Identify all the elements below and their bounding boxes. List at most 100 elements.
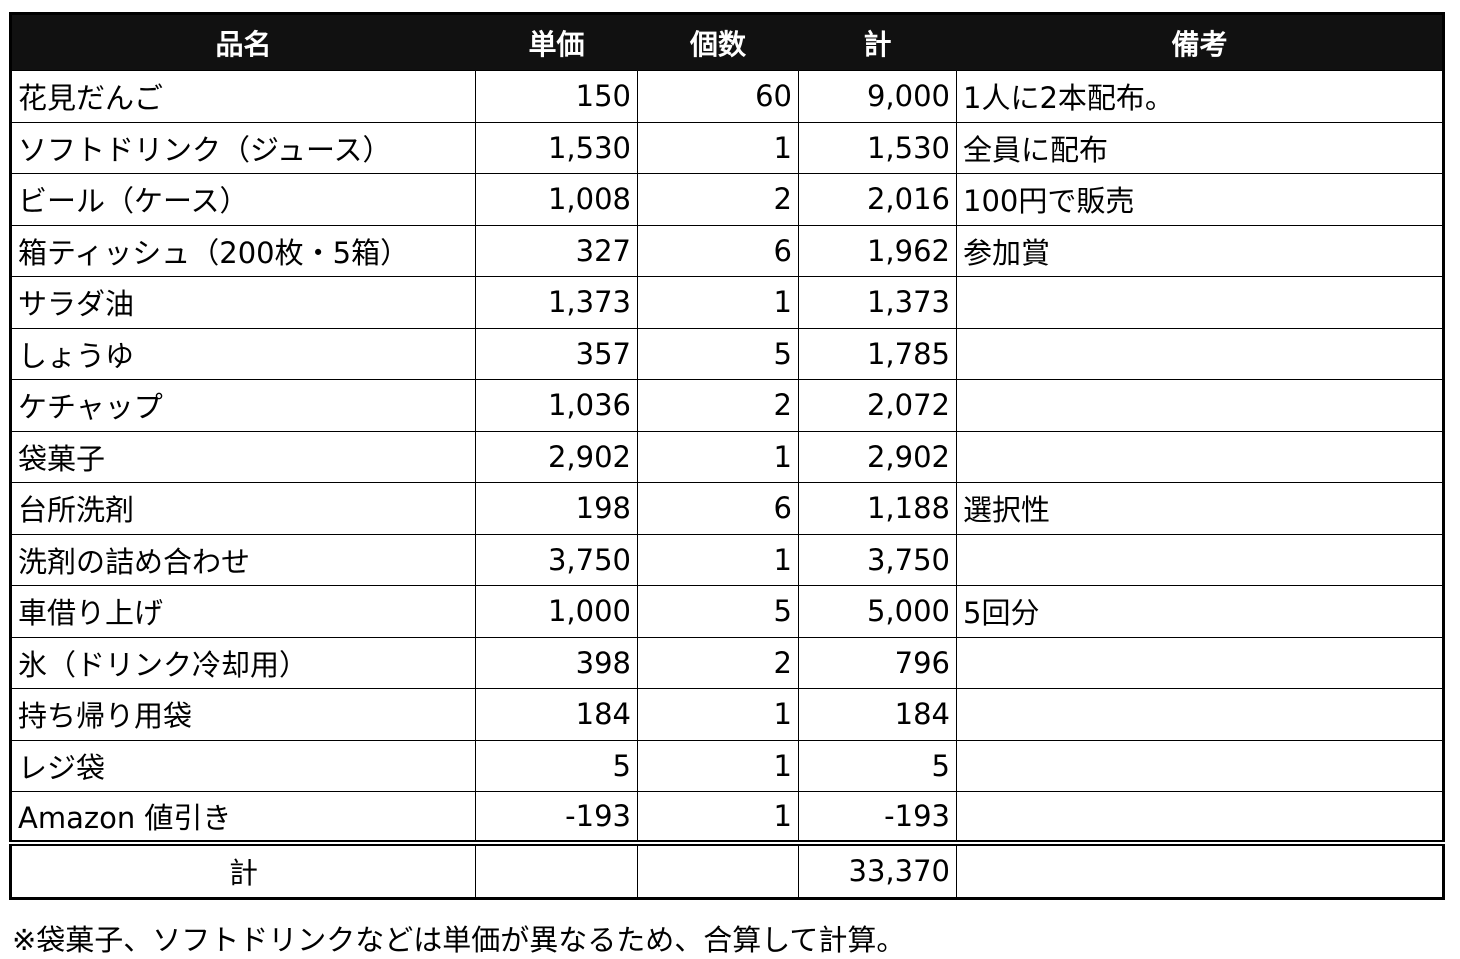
unit-price-cell[interactable]: 327 bbox=[475, 224, 638, 277]
table-row: 台所洗剤 198 6 1,188 選択性 bbox=[10, 482, 1444, 535]
item-name-cell[interactable]: 持ち帰り用袋 bbox=[10, 688, 476, 741]
line-total-cell[interactable]: 1,785 bbox=[798, 327, 957, 380]
table-row: 氷（ドリンク冷却用） 398 2 796 bbox=[10, 636, 1444, 689]
line-total-cell[interactable]: 1,373 bbox=[798, 276, 957, 329]
unit-price-cell[interactable]: 5 bbox=[475, 739, 638, 792]
table-body: 花見だんご 150 60 9,000 1人に2本配布。 ソフトドリンク（ジュース） 1,53… bbox=[10, 70, 1444, 844]
table-header: 品名 単価 個数 計 備考 bbox=[10, 13, 1444, 71]
item-name-cell[interactable]: サラダ油 bbox=[10, 276, 476, 329]
table-row: 持ち帰り用袋 184 1 184 bbox=[10, 688, 1444, 741]
unit-price-cell[interactable]: 2,902 bbox=[475, 430, 638, 483]
item-name-cell[interactable]: 袋菓子 bbox=[10, 430, 476, 483]
item-name-cell[interactable]: 箱ティッシュ（200枚・5箱） bbox=[10, 224, 476, 277]
unit-price-cell[interactable]: 150 bbox=[475, 70, 638, 123]
line-total-cell[interactable]: 184 bbox=[798, 688, 957, 741]
remarks-cell[interactable] bbox=[956, 688, 1444, 741]
item-name-cell[interactable]: ケチャップ bbox=[10, 379, 476, 432]
table-row: レジ袋 5 1 5 bbox=[10, 739, 1444, 792]
line-total-cell[interactable]: -193 bbox=[798, 791, 957, 844]
line-total-cell[interactable]: 5 bbox=[798, 739, 957, 792]
quantity-cell[interactable]: 5 bbox=[637, 585, 799, 638]
footnote: ※袋菓子、ソフトドリンクなどは単価が異なるため、合算して計算。 bbox=[12, 923, 906, 957]
total-label-cell[interactable]: 計 bbox=[10, 840, 476, 899]
quantity-cell[interactable]: 6 bbox=[637, 224, 799, 277]
line-total-cell[interactable]: 2,072 bbox=[798, 379, 957, 432]
quantity-cell[interactable]: 1 bbox=[637, 276, 799, 329]
unit-price-cell[interactable]: 198 bbox=[475, 482, 638, 535]
unit-price-cell[interactable]: 184 bbox=[475, 688, 638, 741]
line-total-cell[interactable]: 5,000 bbox=[798, 585, 957, 638]
table-row: Amazon 値引き -193 1 -193 bbox=[10, 791, 1444, 844]
remarks-cell[interactable] bbox=[956, 379, 1444, 432]
quantity-cell[interactable]: 1 bbox=[637, 739, 799, 792]
quantity-cell[interactable]: 1 bbox=[637, 430, 799, 483]
item-name-cell[interactable]: レジ袋 bbox=[10, 739, 476, 792]
quantity-cell[interactable]: 1 bbox=[637, 121, 799, 174]
remarks-cell[interactable]: 5回分 bbox=[956, 585, 1444, 638]
header-unit-price: 単価 bbox=[475, 13, 638, 71]
total-qty-cell[interactable] bbox=[637, 840, 799, 899]
total-price-cell[interactable] bbox=[475, 840, 638, 899]
unit-price-cell[interactable]: 357 bbox=[475, 327, 638, 380]
item-name-cell[interactable]: しょうゆ bbox=[10, 327, 476, 380]
remarks-cell[interactable] bbox=[956, 636, 1444, 689]
quantity-cell[interactable]: 1 bbox=[637, 791, 799, 844]
quantity-cell[interactable]: 2 bbox=[637, 173, 799, 226]
header-row: 品名 単価 個数 計 備考 bbox=[10, 13, 1444, 71]
remarks-cell[interactable] bbox=[956, 327, 1444, 380]
remarks-cell[interactable]: 選択性 bbox=[956, 482, 1444, 535]
unit-price-cell[interactable]: 3,750 bbox=[475, 533, 638, 586]
line-total-cell[interactable]: 9,000 bbox=[798, 70, 957, 123]
quantity-cell[interactable]: 2 bbox=[637, 379, 799, 432]
line-total-cell[interactable]: 2,902 bbox=[798, 430, 957, 483]
grand-total-cell[interactable]: 33,370 bbox=[798, 840, 957, 899]
header-quantity: 個数 bbox=[637, 13, 799, 71]
table-row: 車借り上げ 1,000 5 5,000 5回分 bbox=[10, 585, 1444, 638]
table-row: しょうゆ 357 5 1,785 bbox=[10, 327, 1444, 380]
item-name-cell[interactable]: 洗剤の詰め合わせ bbox=[10, 533, 476, 586]
unit-price-cell[interactable]: 398 bbox=[475, 636, 638, 689]
unit-price-cell[interactable]: 1,530 bbox=[475, 121, 638, 174]
line-total-cell[interactable]: 1,188 bbox=[798, 482, 957, 535]
unit-price-cell[interactable]: 1,373 bbox=[475, 276, 638, 329]
quantity-cell[interactable]: 2 bbox=[637, 636, 799, 689]
unit-price-cell[interactable]: 1,000 bbox=[475, 585, 638, 638]
remarks-cell[interactable] bbox=[956, 430, 1444, 483]
quantity-cell[interactable]: 1 bbox=[637, 688, 799, 741]
item-name-cell[interactable]: 台所洗剤 bbox=[10, 482, 476, 535]
item-name-cell[interactable]: Amazon 値引き bbox=[10, 791, 476, 844]
header-total: 計 bbox=[798, 13, 957, 71]
item-name-cell[interactable]: 車借り上げ bbox=[10, 585, 476, 638]
unit-price-cell[interactable]: 1,008 bbox=[475, 173, 638, 226]
line-total-cell[interactable]: 3,750 bbox=[798, 533, 957, 586]
line-total-cell[interactable]: 1,962 bbox=[798, 224, 957, 277]
unit-price-cell[interactable]: -193 bbox=[475, 791, 638, 844]
table-row: 花見だんご 150 60 9,000 1人に2本配布。 bbox=[10, 70, 1444, 123]
item-name-cell[interactable]: ビール（ケース） bbox=[10, 173, 476, 226]
table-row: 袋菓子 2,902 1 2,902 bbox=[10, 430, 1444, 483]
quantity-cell[interactable]: 60 bbox=[637, 70, 799, 123]
header-item-name: 品名 bbox=[10, 13, 476, 71]
unit-price-cell[interactable]: 1,036 bbox=[475, 379, 638, 432]
quantity-cell[interactable]: 6 bbox=[637, 482, 799, 535]
total-note-cell[interactable] bbox=[956, 840, 1444, 899]
remarks-cell[interactable]: 参加賞 bbox=[956, 224, 1444, 277]
quantity-cell[interactable]: 5 bbox=[637, 327, 799, 380]
remarks-cell[interactable] bbox=[956, 533, 1444, 586]
remarks-cell[interactable] bbox=[956, 276, 1444, 329]
line-total-cell[interactable]: 2,016 bbox=[798, 173, 957, 226]
line-total-cell[interactable]: 1,530 bbox=[798, 121, 957, 174]
item-name-cell[interactable]: 氷（ドリンク冷却用） bbox=[10, 636, 476, 689]
line-total-cell[interactable]: 796 bbox=[798, 636, 957, 689]
quantity-cell[interactable]: 1 bbox=[637, 533, 799, 586]
table-row: ケチャップ 1,036 2 2,072 bbox=[10, 379, 1444, 432]
remarks-cell[interactable]: 1人に2本配布。 bbox=[956, 70, 1444, 123]
remarks-cell[interactable] bbox=[956, 739, 1444, 792]
item-name-cell[interactable]: 花見だんご bbox=[10, 70, 476, 123]
remarks-cell[interactable]: 全員に配布 bbox=[956, 121, 1444, 174]
budget-table: 品名 単価 個数 計 備考 花見だんご 150 60 9,000 1人に2本配布。 ソフト… bbox=[9, 12, 1445, 900]
header-remarks: 備考 bbox=[956, 13, 1444, 71]
item-name-cell[interactable]: ソフトドリンク（ジュース） bbox=[10, 121, 476, 174]
remarks-cell[interactable] bbox=[956, 791, 1444, 844]
remarks-cell[interactable]: 100円で販売 bbox=[956, 173, 1444, 226]
